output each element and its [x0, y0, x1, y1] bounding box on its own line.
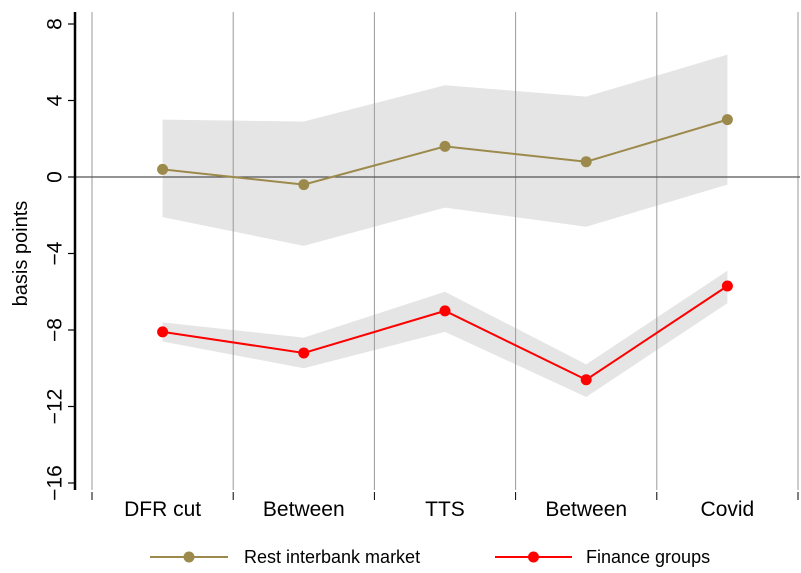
legend-label: Finance groups — [586, 547, 710, 567]
y-tick-label: −12 — [43, 389, 66, 425]
data-point — [721, 280, 733, 292]
x-category-label: Between — [545, 498, 627, 521]
legend: Rest interbank market Finance groups — [150, 547, 710, 567]
data-point — [580, 374, 592, 386]
x-category-label: DFR cut — [124, 498, 201, 521]
y-tick-label: −8 — [43, 318, 66, 342]
legend-marker — [528, 551, 539, 563]
y-tick-label: −4 — [43, 241, 66, 265]
data-point — [439, 305, 451, 317]
y-tick-label: −16 — [43, 465, 66, 501]
data-point — [439, 140, 451, 152]
period-gridlines — [91, 12, 799, 490]
x-category-label: Between — [263, 498, 345, 521]
ci-band-1 — [162, 270, 728, 397]
legend-marker — [183, 551, 195, 563]
x-category-label: TTS — [425, 498, 465, 521]
series-points — [157, 114, 733, 386]
y-tick-label: 8 — [43, 18, 66, 30]
data-point — [157, 163, 169, 175]
y-tick-label: 0 — [43, 171, 66, 183]
data-point — [298, 179, 310, 191]
x-category-label: Covid — [701, 498, 755, 521]
data-point — [298, 347, 310, 359]
data-point — [157, 326, 169, 338]
x-axis: DFR cut Between TTS Between Covid — [91, 492, 799, 521]
data-point — [580, 156, 592, 168]
confidence-bands — [162, 54, 728, 397]
data-point — [721, 114, 733, 126]
y-axis: 8 4 0 −4 −8 −12 −16 — [43, 12, 77, 501]
legend-label: Rest interbank market — [244, 547, 420, 567]
y-axis-title: basis points — [10, 201, 32, 307]
y-tick-label: 4 — [43, 94, 66, 106]
